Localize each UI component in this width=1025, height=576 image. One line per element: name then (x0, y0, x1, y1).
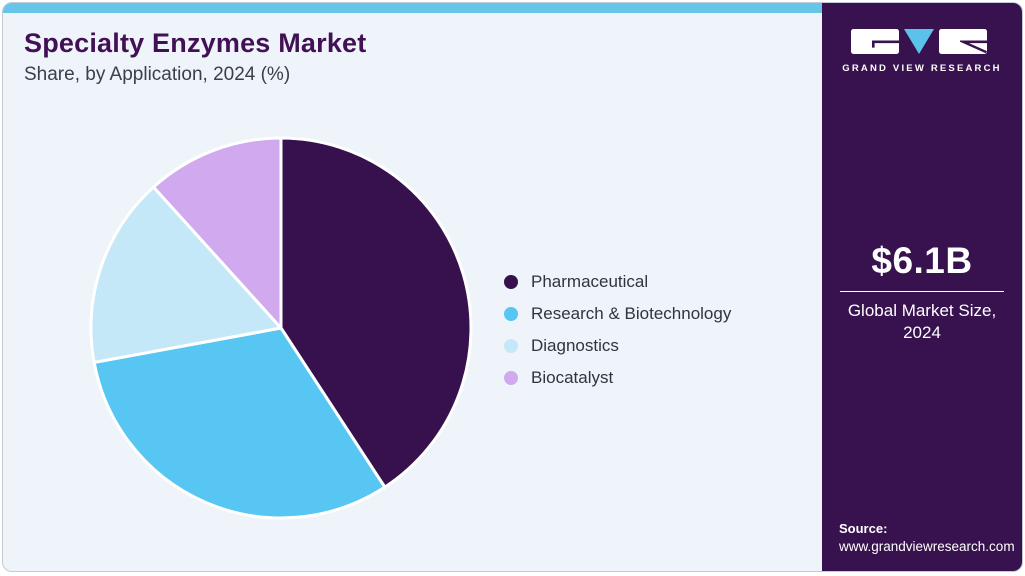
legend-item: Biocatalyst (504, 362, 731, 394)
legend-label: Biocatalyst (531, 368, 614, 387)
legend-label: Diagnostics (531, 336, 619, 355)
stat-divider (840, 291, 1004, 292)
legend-swatch-icon (504, 371, 518, 385)
legend-item: Research & Biotechnology (504, 298, 731, 330)
chart-legend: Pharmaceutical Research & Biotechnology Di… (504, 266, 731, 394)
brand-name: GRAND VIEW RESEARCH (842, 63, 1002, 74)
gvr-logo-icon (851, 29, 987, 54)
source-label: Source: (839, 521, 888, 536)
legend-label: Pharmaceutical (531, 272, 649, 291)
top-accent-strip (3, 3, 824, 13)
market-size-label: Global Market Size, 2024 (847, 301, 997, 343)
market-size-value: $6.1B (871, 240, 973, 281)
page-title: Specialty Enzymes Market (24, 28, 367, 58)
brand-sidebar: GRAND VIEW RESEARCH $6.1B Global Market … (822, 3, 1022, 571)
brand-logo-block: GRAND VIEW RESEARCH (822, 29, 1022, 74)
source-url[interactable]: www.grandviewresearch.com (839, 539, 1015, 554)
legend-label: Research & Biotechnology (531, 304, 732, 323)
legend-item: Diagnostics (504, 330, 731, 362)
logo-v-triangle (904, 29, 934, 54)
legend-item: Pharmaceutical (504, 266, 731, 298)
pie-slice-biocatalyst (152, 136, 283, 330)
legend-swatch-icon (504, 339, 518, 353)
legend-swatch-icon (504, 275, 518, 289)
pie-chart (89, 136, 473, 520)
market-size-stat: $6.1B Global Market Size, 2024 (822, 240, 1022, 344)
page-subtitle: Share, by Application, 2024 (%) (24, 64, 291, 85)
pie-slice-diagnostics (89, 185, 283, 364)
legend-swatch-icon (504, 307, 518, 321)
pie-slice-research-biotechnology (92, 326, 387, 520)
source-block: Source: www.grandviewresearch.com (839, 521, 1015, 554)
